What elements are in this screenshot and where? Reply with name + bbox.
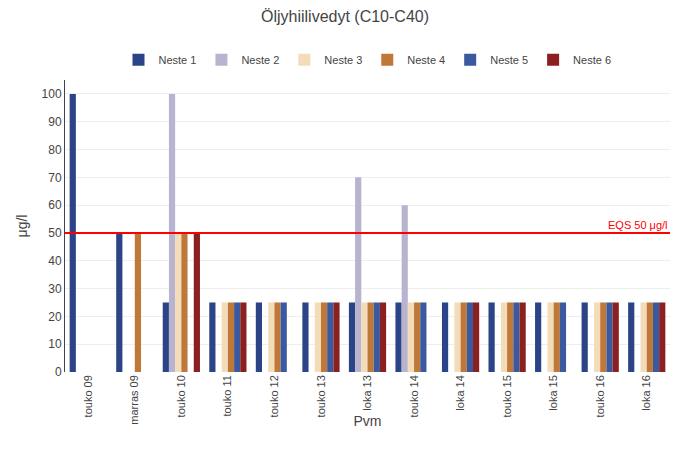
svg-text:Neste 6: Neste 6 <box>573 54 611 66</box>
svg-text:touko 12: touko 12 <box>268 375 280 417</box>
svg-text:30: 30 <box>48 282 62 296</box>
svg-text:touko 15: touko 15 <box>501 375 513 417</box>
svg-text:70: 70 <box>48 171 62 185</box>
svg-text:50: 50 <box>48 226 62 240</box>
svg-text:touko 13: touko 13 <box>315 375 327 417</box>
svg-text:touko 16: touko 16 <box>594 375 606 417</box>
svg-text:Neste 4: Neste 4 <box>407 54 445 66</box>
svg-text:Neste 1: Neste 1 <box>159 54 197 66</box>
svg-text:touko 10: touko 10 <box>175 375 187 417</box>
svg-text:loka 14: loka 14 <box>454 375 466 410</box>
svg-text:Öljyhiilivedyt (C10-C40): Öljyhiilivedyt (C10-C40) <box>261 8 429 25</box>
svg-text:touko 09: touko 09 <box>82 375 94 417</box>
svg-text:20: 20 <box>48 310 62 324</box>
svg-text:0: 0 <box>55 365 62 379</box>
svg-text:80: 80 <box>48 143 62 157</box>
svg-text:Pvm: Pvm <box>354 413 382 429</box>
svg-text:100: 100 <box>42 87 62 101</box>
svg-text:10: 10 <box>48 337 62 351</box>
svg-text:touko 11: touko 11 <box>221 375 233 416</box>
svg-text:90: 90 <box>48 115 62 129</box>
svg-text:EQS 50 μg/l: EQS 50 μg/l <box>608 219 668 231</box>
svg-text:loka 15: loka 15 <box>547 375 559 410</box>
svg-text:60: 60 <box>48 198 62 212</box>
svg-text:40: 40 <box>48 254 62 268</box>
svg-text:loka 13: loka 13 <box>361 375 373 410</box>
svg-text:Neste 5: Neste 5 <box>490 54 528 66</box>
svg-text:loka 16: loka 16 <box>640 375 652 410</box>
svg-text:Neste 3: Neste 3 <box>324 54 362 66</box>
svg-text:μg/l: μg/l <box>14 215 30 238</box>
svg-text:Neste 2: Neste 2 <box>241 54 279 66</box>
svg-text:touko 14: touko 14 <box>408 375 420 417</box>
svg-text:marras 09: marras 09 <box>128 375 140 425</box>
